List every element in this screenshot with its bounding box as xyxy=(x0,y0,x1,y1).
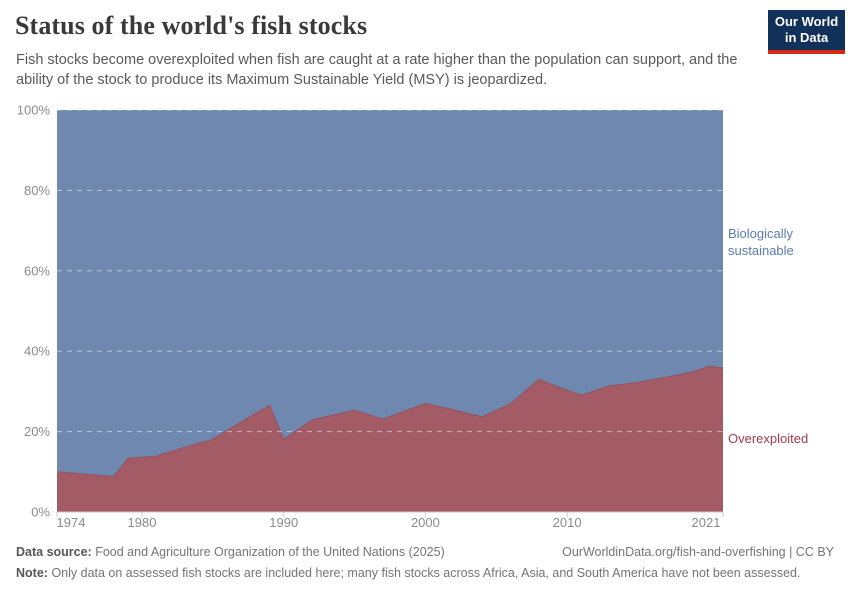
y-axis-label-100: 100% xyxy=(17,103,51,118)
owid-logo-box: Our World in Data xyxy=(768,10,845,50)
y-axis-label-40: 40% xyxy=(24,344,50,359)
owid-logo-line2: in Data xyxy=(784,30,829,45)
y-axis-label-60: 60% xyxy=(24,263,50,278)
area-overexploited[interactable] xyxy=(57,366,723,512)
owid-logo-line1: Our World xyxy=(774,14,839,29)
chart-area: 0% 20% 40% 60% 80% 100% 1974 1980 1990 2000 2010 20… xyxy=(0,0,850,545)
x-axis-label-1990: 1990 xyxy=(269,515,298,530)
owid-logo-red-bar xyxy=(768,50,845,54)
chart-footer: Data source: Food and Agriculture Organi… xyxy=(16,545,834,581)
x-axis-label-2021: 2021 xyxy=(692,515,721,530)
series-label-overexploited: Overexploited xyxy=(728,431,809,446)
page-title: Status of the world's fish stocks xyxy=(15,11,368,40)
note-line: Note: Only data on assessed fish stocks … xyxy=(16,566,834,581)
chart-canvas[interactable]: 0% 20% 40% 60% 80% 100% 1974 1980 1990 2000 2010 20… xyxy=(0,0,850,545)
owid-url-link[interactable]: OurWorldinData.org/fish-and-overfishing … xyxy=(562,545,834,559)
x-axis-label-1980: 1980 xyxy=(128,515,157,530)
note-value: Only data on assessed fish stocks are in… xyxy=(51,566,801,580)
y-axis-label-80: 80% xyxy=(24,183,50,198)
area-overexploited-edge xyxy=(56,365,724,478)
x-axis-label-1974: 1974 xyxy=(57,515,86,530)
y-axis-label-20: 20% xyxy=(24,424,50,439)
x-axis-label-2000: 2000 xyxy=(411,515,440,530)
data-source-value: Food and Agriculture Organization of the… xyxy=(95,545,445,559)
chart-subtitle: Fish stocks become overexploited when fi… xyxy=(16,52,738,88)
data-source-line: Data source: Food and Agriculture Organi… xyxy=(16,545,445,560)
series-label-biologically-sustainable: Biologically sustainable xyxy=(728,226,794,258)
owid-logo[interactable]: Our World in Data xyxy=(768,10,845,54)
x-axis-label-2010: 2010 xyxy=(553,515,582,530)
note-label: Note: xyxy=(16,566,48,580)
y-axis-label-0: 0% xyxy=(31,505,50,520)
data-source-label: Data source: xyxy=(16,545,92,559)
